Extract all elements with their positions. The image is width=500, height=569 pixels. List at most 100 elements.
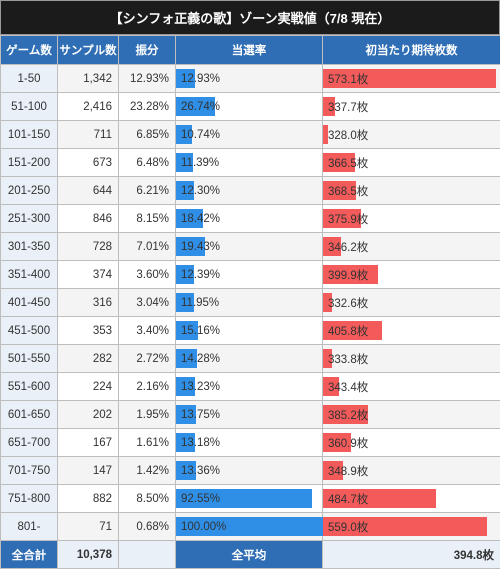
cell-ratio: 0.68% xyxy=(119,513,176,541)
header-expect: 初当たり期待枚数 xyxy=(323,36,500,65)
expect-label: 368.5枚 xyxy=(328,183,368,199)
cell-sample: 224 xyxy=(58,373,119,401)
cell-ratio: 12.93% xyxy=(119,65,176,93)
winrate-label: 12.30% xyxy=(181,185,220,197)
cell-winrate: 12.39% xyxy=(176,261,323,289)
expect-label: 375.9枚 xyxy=(328,211,368,227)
cell-sample: 846 xyxy=(58,205,119,233)
winrate-label: 13.36% xyxy=(181,465,220,477)
cell-expect: 346.2枚 xyxy=(323,233,500,261)
winrate-label: 14.28% xyxy=(181,353,220,365)
cell-expect: 337.7枚 xyxy=(323,93,500,121)
cell-ratio: 6.21% xyxy=(119,177,176,205)
expect-label: 360.9枚 xyxy=(328,435,368,451)
cell-ratio: 1.42% xyxy=(119,457,176,485)
cell-winrate: 11.95% xyxy=(176,289,323,317)
cell-games: 401-450 xyxy=(1,289,58,317)
cell-ratio: 8.15% xyxy=(119,205,176,233)
table-row: 151-2006736.48% 11.39% 366.5枚 xyxy=(1,149,500,177)
cell-expect: 343.4枚 xyxy=(323,373,500,401)
cell-ratio: 1.61% xyxy=(119,429,176,457)
header-games: ゲーム数 xyxy=(1,36,58,65)
cell-winrate: 15.16% xyxy=(176,317,323,345)
table-title: 【シンフォ正義の歌】ゾーン実戦値（7/8 現在） xyxy=(0,0,500,35)
cell-ratio: 6.48% xyxy=(119,149,176,177)
cell-sample: 2,416 xyxy=(58,93,119,121)
cell-winrate: 13.36% xyxy=(176,457,323,485)
table-row: 501-5502822.72%14.28%333.8枚 xyxy=(1,345,500,373)
header-row: ゲーム数 サンプル数 振分 当選率 初当たり期待枚数 xyxy=(1,36,500,65)
cell-sample: 673 xyxy=(58,149,119,177)
cell-ratio: 23.28% xyxy=(119,93,176,121)
cell-ratio: 1.95% xyxy=(119,401,176,429)
cell-expect: 573.1枚 xyxy=(323,65,500,93)
expect-label: 343.4枚 xyxy=(328,379,368,395)
cell-expect: 348.9枚 xyxy=(323,457,500,485)
header-ratio: 振分 xyxy=(119,36,176,65)
cell-winrate: 13.75% xyxy=(176,401,323,429)
winrate-label: 19.43% xyxy=(181,241,220,253)
cell-winrate: 100.00% xyxy=(176,513,323,541)
table-row: 601-6502021.95%13.75%385.2枚 xyxy=(1,401,500,429)
cell-sample: 728 xyxy=(58,233,119,261)
winrate-label: 13.23% xyxy=(181,381,220,393)
table-row: 301-3507287.01%19.43%346.2枚 xyxy=(1,233,500,261)
table-row: 551-6002242.16%13.23%343.4枚 xyxy=(1,373,500,401)
cell-sample: 147 xyxy=(58,457,119,485)
expect-label: 337.7枚 xyxy=(328,99,368,115)
expect-label: 332.6枚 xyxy=(328,295,368,311)
cell-expect: 385.2枚 xyxy=(323,401,500,429)
expect-label: 405.8枚 xyxy=(328,323,368,339)
table-row: 251-3008468.15%18.42%375.9枚 xyxy=(1,205,500,233)
winrate-label: 12.39% xyxy=(181,269,220,281)
cell-games: 301-350 xyxy=(1,233,58,261)
cell-expect: 332.6枚 xyxy=(323,289,500,317)
cell-winrate: 13.18% xyxy=(176,429,323,457)
table-row: 451-5003533.40%15.16%405.8枚 xyxy=(1,317,500,345)
cell-sample: 1,342 xyxy=(58,65,119,93)
table-row: 401-4503163.04%11.95%332.6枚 xyxy=(1,289,500,317)
cell-games: 801- xyxy=(1,513,58,541)
cell-winrate: 12.30% xyxy=(176,177,323,205)
cell-winrate: 11.39% xyxy=(176,149,323,177)
cell-games: 101-150 xyxy=(1,121,58,149)
cell-expect: 375.9枚 xyxy=(323,205,500,233)
cell-winrate: 19.43% xyxy=(176,233,323,261)
cell-sample: 374 xyxy=(58,261,119,289)
cell-games: 151-200 xyxy=(1,149,58,177)
cell-ratio: 3.04% xyxy=(119,289,176,317)
cell-expect: 405.8枚 xyxy=(323,317,500,345)
cell-expect: 360.9枚 xyxy=(323,429,500,457)
winrate-label: 92.55% xyxy=(181,493,220,505)
cell-winrate: 92.55% xyxy=(176,485,323,513)
expect-label: 399.9枚 xyxy=(328,267,368,283)
cell-sample: 882 xyxy=(58,485,119,513)
cell-winrate: 12.93% xyxy=(176,65,323,93)
expect-label: 484.7枚 xyxy=(328,491,368,507)
cell-ratio: 2.72% xyxy=(119,345,176,373)
cell-winrate: 26.74% xyxy=(176,93,323,121)
cell-winrate: 13.23% xyxy=(176,373,323,401)
table-row: 101-1507116.85%10.74%328.0枚 xyxy=(1,121,500,149)
winrate-label: 13.75% xyxy=(181,409,220,421)
cell-winrate: 14.28% xyxy=(176,345,323,373)
cell-expect: 333.8枚 xyxy=(323,345,500,373)
table-row: 751-8008828.50%92.55%484.7枚 xyxy=(1,485,500,513)
zone-table: ゲーム数 サンプル数 振分 当選率 初当たり期待枚数 1-501,34212.9… xyxy=(0,35,500,569)
cell-sample: 711 xyxy=(58,121,119,149)
cell-expect: 328.0枚 xyxy=(323,121,500,149)
cell-expect: 559.0枚 xyxy=(323,513,500,541)
header-winrate: 当選率 xyxy=(176,36,323,65)
cell-games: 1-50 xyxy=(1,65,58,93)
expect-label: 328.0枚 xyxy=(328,127,368,143)
cell-games: 551-600 xyxy=(1,373,58,401)
winrate-label: 15.16% xyxy=(181,325,220,337)
header-sample: サンプル数 xyxy=(58,36,119,65)
expect-label: 366.5枚 xyxy=(328,155,368,171)
cell-expect: 366.5枚 xyxy=(323,149,500,177)
cell-sample: 167 xyxy=(58,429,119,457)
zone-table-container: 【シンフォ正義の歌】ゾーン実戦値（7/8 現在） ゲーム数 サンプル数 振分 当… xyxy=(0,0,500,569)
winrate-label: 11.39% xyxy=(181,157,219,169)
cell-ratio: 3.60% xyxy=(119,261,176,289)
table-row: 51-1002,41623.28%26.74%337.7枚 xyxy=(1,93,500,121)
